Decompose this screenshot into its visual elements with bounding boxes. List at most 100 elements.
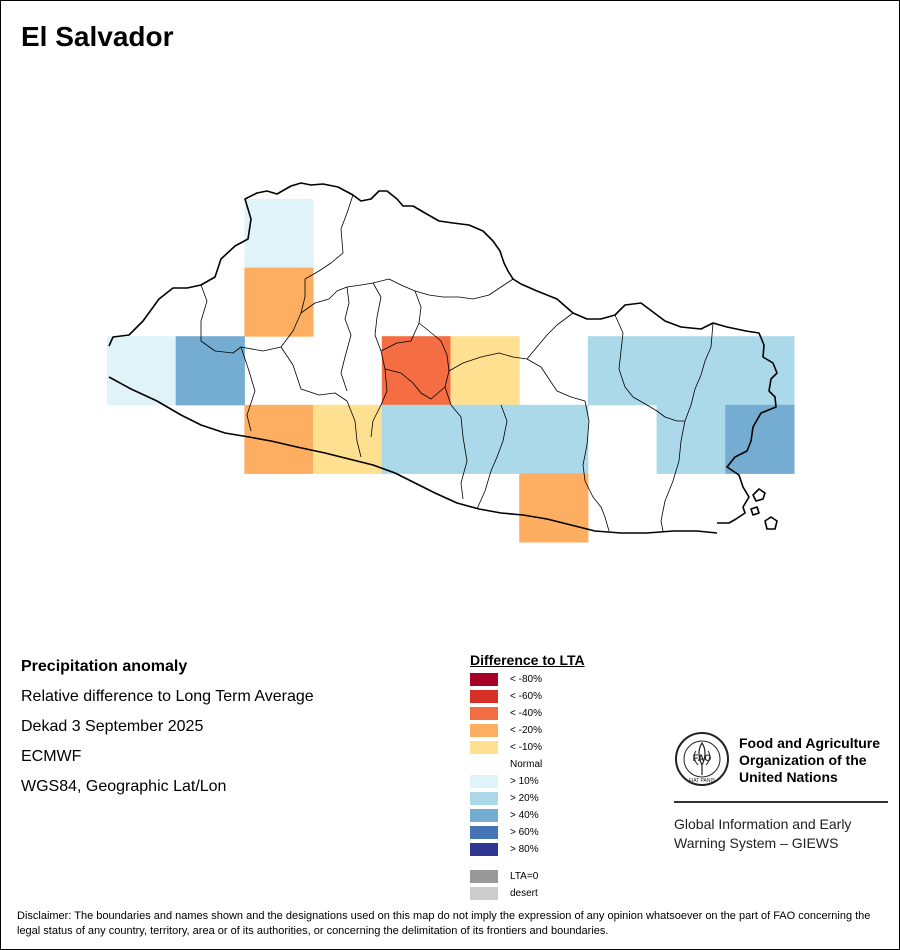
fao-name-line3: United Nations — [739, 769, 838, 785]
legend-swatch — [470, 826, 498, 839]
legend-item: > 80% — [470, 841, 585, 858]
fao-name-line2: Organization of the — [739, 752, 867, 768]
anomaly-cell — [725, 336, 795, 406]
legend-item: < -80% — [470, 671, 585, 688]
fao-divider — [674, 801, 888, 803]
info-source: ECMWF — [21, 748, 82, 765]
legend-label: < -40% — [510, 708, 542, 719]
anomaly-cell — [175, 336, 245, 406]
dept-boundary-6 — [340, 286, 352, 392]
legend-swatch — [470, 707, 498, 720]
giews-line1: Global Information and Early — [674, 816, 852, 832]
legend-item: < -20% — [470, 722, 585, 739]
dept-boundary-8 — [414, 290, 468, 500]
legend-extra: LTA=0 desert — [470, 868, 585, 902]
dept-boundary-10 — [384, 368, 446, 400]
anomaly-cell — [656, 336, 726, 406]
info-projection: WGS84, Geographic Lat/Lon — [21, 778, 227, 795]
info-heading: Precipitation anomaly — [21, 658, 188, 675]
legend-label: > 80% — [510, 844, 539, 855]
anomaly-cell — [107, 336, 177, 406]
fao-logo-icon: FAO FIAT PANIS — [675, 732, 729, 786]
map-title: El Salvador — [21, 21, 174, 52]
anomaly-cell — [244, 199, 314, 269]
legend-item: Normal — [470, 756, 585, 773]
anomaly-grid — [107, 199, 795, 543]
fao-logo-motto: FIAT PANIS — [689, 778, 716, 784]
legend-title: Difference to LTA — [470, 652, 585, 668]
legend-item: < -10% — [470, 739, 585, 756]
anomaly-cell — [313, 404, 383, 474]
dept-boundary-17 — [660, 420, 686, 532]
dept-boundary-5 — [300, 282, 388, 438]
legend-label: < -60% — [510, 691, 542, 702]
fao-name-line1: Food and Agriculture — [739, 735, 881, 751]
legend-swatch — [470, 741, 498, 754]
legend-swatch — [470, 673, 498, 686]
legend-swatch — [470, 809, 498, 822]
legend-item: > 20% — [470, 790, 585, 807]
giews-line2: Warning System – GIEWS — [674, 835, 839, 851]
dept-boundary-12 — [526, 312, 574, 360]
dept-boundary-16 — [684, 322, 714, 422]
legend-item: < -60% — [470, 688, 585, 705]
legend-swatch — [470, 792, 498, 805]
anomaly-cell — [244, 404, 314, 474]
legend-item: > 10% — [470, 773, 585, 790]
anomaly-cell — [519, 404, 589, 474]
legend-item: > 40% — [470, 807, 585, 824]
island-2 — [764, 516, 778, 530]
pacific-coastline — [108, 376, 718, 534]
legend: Difference to LTA < -80% < -60% < -40% < -2… — [470, 652, 585, 902]
info-period: Dekad 3 September 2025 — [21, 718, 204, 735]
dept-boundary-3 — [280, 346, 362, 458]
legend-label: Normal — [510, 759, 543, 770]
dept-boundary-14 — [582, 400, 610, 532]
legend-swatch — [470, 870, 498, 883]
anomaly-cell — [450, 404, 520, 474]
fao-name: Food and Agriculture Organization of the… — [739, 735, 899, 786]
legend-item: LTA=0 — [470, 868, 585, 885]
legend-swatch — [470, 775, 498, 788]
dept-boundary-7 — [372, 278, 514, 300]
department-boundaries — [200, 194, 714, 532]
legend-label: LTA=0 — [510, 871, 539, 882]
anomaly-cell — [244, 267, 314, 337]
legend-swatch — [470, 690, 498, 703]
legend-label: < -20% — [510, 725, 542, 736]
anomaly-cell — [519, 473, 589, 543]
disclaimer: Disclaimer: The boundaries and names sho… — [17, 910, 871, 937]
legend-swatch — [470, 887, 498, 900]
giews-name: Global Information and Early Warning Sys… — [674, 815, 894, 853]
map-canvas — [107, 182, 795, 543]
dept-boundary-13 — [476, 404, 508, 510]
info-subtitle: Relative difference to Long Term Average — [21, 688, 314, 705]
dept-boundary-2 — [240, 346, 256, 432]
legend-item: > 60% — [470, 824, 585, 841]
legend-label: > 10% — [510, 776, 539, 787]
legend-item: < -40% — [470, 705, 585, 722]
anomaly-cell — [656, 404, 726, 474]
legend-label: > 20% — [510, 793, 539, 804]
legend-label: < -80% — [510, 674, 542, 685]
legend-label: > 60% — [510, 827, 539, 838]
northern-border — [108, 182, 778, 524]
legend-swatch — [470, 758, 498, 771]
dept-boundary-15 — [614, 314, 685, 422]
dept-boundary-4 — [304, 194, 354, 280]
legend-item: desert — [470, 885, 585, 902]
anomaly-cell — [450, 336, 520, 406]
island-3 — [750, 506, 760, 516]
anomaly-cell — [381, 404, 451, 474]
map-info: Precipitation anomaly Relative differenc… — [21, 657, 314, 807]
dept-boundary-9 — [380, 322, 420, 352]
country-outline — [108, 182, 778, 534]
anomaly-cell — [587, 336, 658, 406]
fao-logo-text: FAO — [693, 753, 712, 763]
legend-label: < -10% — [510, 742, 542, 753]
legend-label: > 40% — [510, 810, 539, 821]
legend-swatch — [470, 843, 498, 856]
legend-label: desert — [510, 888, 538, 899]
legend-swatch — [470, 724, 498, 737]
